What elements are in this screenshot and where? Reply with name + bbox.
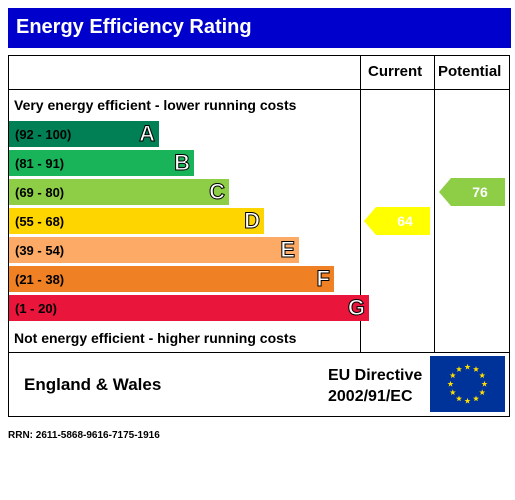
star-icon: [481, 380, 488, 387]
bottom-note: Not energy efficient - higher running co…: [14, 330, 297, 346]
band-b: (81 - 91) B: [9, 150, 194, 176]
star-icon: [472, 395, 480, 402]
star-icon: [449, 389, 456, 396]
band-letter: C: [209, 179, 226, 205]
band-a: (92 - 100) A: [9, 121, 159, 147]
current-column-divider: [360, 55, 361, 353]
potential-column-divider: [434, 55, 435, 353]
star-icon: [455, 366, 463, 372]
band-range-label: (21 - 38): [15, 272, 65, 287]
top-note: Very energy efficient - lower running co…: [14, 97, 297, 113]
star-icon: [479, 389, 486, 396]
band-g: (1 - 20) G: [9, 295, 369, 321]
rrn-number: RRN: 2611-5868-9616-7175-1916: [8, 430, 160, 441]
rating-table: [8, 55, 510, 417]
band-letter: A: [139, 121, 156, 147]
directive-line-2: 2002/91/EC: [328, 388, 413, 405]
star-icon: [449, 372, 456, 379]
band-range-label: (1 - 20): [15, 301, 57, 316]
band-range-label: (69 - 80): [15, 185, 65, 200]
star-icon: [464, 397, 471, 404]
band-range-label: (55 - 68): [15, 214, 65, 229]
band-range-label: (92 - 100): [15, 127, 72, 142]
potential-column-header: Potential: [438, 63, 502, 80]
band-letter: B: [174, 150, 191, 176]
band-e: (39 - 54) E: [9, 237, 299, 263]
star-icon: [455, 395, 463, 402]
eu-flag: [430, 356, 505, 412]
footer-divider: [8, 352, 510, 353]
title-bar: Energy Efficiency Rating: [8, 8, 511, 48]
eu-directive: EU Directive 2002/91/EC: [328, 365, 422, 407]
header-divider: [8, 89, 510, 90]
band-c: (69 - 80) C: [9, 179, 229, 205]
star-icon: [479, 372, 486, 379]
region-label: England & Wales: [24, 375, 162, 394]
band-letter: G: [347, 295, 365, 321]
band-range-label: (81 - 91): [15, 156, 65, 171]
band-range-label: (39 - 54): [15, 243, 65, 258]
current-column-header: Current: [368, 63, 423, 80]
band-f: (21 - 38) F: [9, 266, 334, 292]
star-icon: [464, 363, 471, 370]
star-icon: [472, 366, 480, 372]
band-d: (55 - 68) D: [9, 208, 264, 234]
star-icon: [447, 380, 454, 387]
band-letter: D: [244, 208, 261, 234]
directive-line-1: EU Directive: [328, 367, 423, 384]
page-title: Energy Efficiency Rating: [16, 16, 252, 38]
band-letter: F: [316, 266, 330, 292]
band-letter: E: [280, 237, 296, 263]
